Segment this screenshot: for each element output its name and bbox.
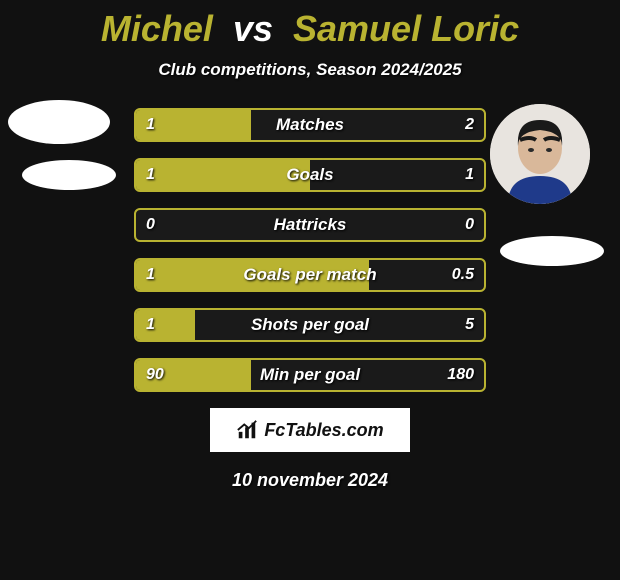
player2-avatar <box>490 104 590 204</box>
stat-bars: 12Matches 11Goals 00Hattricks 10.5Goals per… <box>134 108 486 392</box>
stat-row-hattricks: 00Hattricks <box>134 208 486 242</box>
brand-badge: FcTables.com <box>210 408 410 452</box>
player1-name: Michel <box>101 8 213 49</box>
stat-label: Goals <box>136 160 484 190</box>
player1-avatar <box>8 100 110 144</box>
stat-row-matches: 12Matches <box>134 108 486 142</box>
stat-label: Goals per match <box>136 260 484 290</box>
comparison-arena: 12Matches 11Goals 00Hattricks 10.5Goals per… <box>0 108 620 392</box>
stat-label: Min per goal <box>136 360 484 390</box>
stat-label: Shots per goal <box>136 310 484 340</box>
stat-row-shots-per-goal: 15Shots per goal <box>134 308 486 342</box>
stat-label: Matches <box>136 110 484 140</box>
brand-chart-icon <box>236 419 258 441</box>
player1-club-badge <box>22 160 116 190</box>
stat-row-min-per-goal: 90180Min per goal <box>134 358 486 392</box>
brand-text: FcTables.com <box>264 420 383 441</box>
player2-name: Samuel Loric <box>293 8 519 49</box>
stat-label: Hattricks <box>136 210 484 240</box>
snapshot-date: 10 november 2024 <box>0 470 620 491</box>
stat-row-goals: 11Goals <box>134 158 486 192</box>
subtitle: Club competitions, Season 2024/2025 <box>0 60 620 80</box>
player2-club-badge <box>500 236 604 266</box>
vs-separator: vs <box>233 8 273 49</box>
player2-portrait-icon <box>490 104 590 204</box>
stat-row-goals-per-match: 10.5Goals per match <box>134 258 486 292</box>
comparison-title: Michel vs Samuel Loric <box>0 8 620 50</box>
